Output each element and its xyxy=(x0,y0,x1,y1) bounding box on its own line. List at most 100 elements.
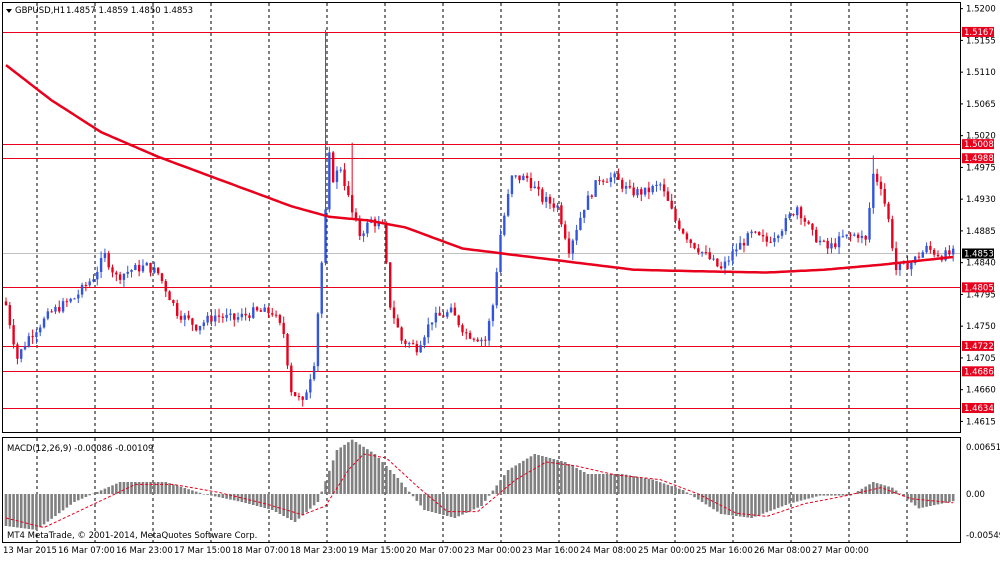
candle-body xyxy=(533,186,536,189)
candle-body xyxy=(153,267,156,273)
dropdown-triangle-icon[interactable] xyxy=(6,9,12,13)
macd-bar xyxy=(111,485,114,494)
macd-bar xyxy=(613,474,616,494)
price-axis: 1.52001.51551.51101.50651.50201.49751.49… xyxy=(960,5,996,427)
candle-body xyxy=(872,173,875,208)
candle-body xyxy=(636,189,639,196)
candle-body xyxy=(324,209,327,263)
candle-body xyxy=(609,177,613,183)
candle-body xyxy=(427,324,430,338)
macd-bar xyxy=(76,494,80,501)
macd-bar xyxy=(92,493,95,495)
candle-body xyxy=(693,243,696,249)
macd-bar xyxy=(377,458,381,494)
candle-body xyxy=(662,184,666,192)
macd-bar xyxy=(693,494,696,498)
macd-bar xyxy=(103,488,107,494)
candle-body xyxy=(586,195,590,210)
candle-body xyxy=(61,301,65,312)
candle-body xyxy=(244,313,247,316)
macd-bar xyxy=(141,482,145,494)
macd-bar xyxy=(373,454,377,494)
candle-body xyxy=(27,336,31,347)
macd-bar xyxy=(560,461,563,494)
macd-bar xyxy=(708,494,712,507)
candle-body xyxy=(309,379,312,393)
candle-body xyxy=(320,262,323,314)
candle-body xyxy=(137,264,141,272)
macd-panel-border xyxy=(2,437,961,543)
candle-body xyxy=(217,315,221,317)
macd-bar xyxy=(864,486,868,494)
candle-body xyxy=(84,284,88,286)
macd-bar xyxy=(510,467,514,494)
macd-bar xyxy=(73,494,76,502)
macd-bar xyxy=(457,494,460,517)
macd-bar xyxy=(335,450,339,494)
candle-body xyxy=(339,169,342,171)
candles xyxy=(4,29,955,407)
macd-bar xyxy=(617,474,620,494)
macd-bar xyxy=(419,494,422,506)
candle-body xyxy=(727,260,730,262)
macd-tick-zero: 0.00 xyxy=(966,490,985,500)
macd-bar xyxy=(194,491,198,494)
candle-body xyxy=(362,233,365,237)
candle-body xyxy=(788,214,791,219)
candle-body xyxy=(807,221,810,224)
macd-bar xyxy=(780,494,784,507)
candle-body xyxy=(598,180,601,182)
price-panel[interactable] xyxy=(2,2,961,433)
time-label: 18 Mar 07:00 xyxy=(232,546,289,556)
candle-body xyxy=(88,281,91,286)
time-label: 25 Mar 16:00 xyxy=(696,546,753,556)
candle-body xyxy=(130,270,133,272)
time-label: 25 Mar 00:00 xyxy=(638,546,695,556)
candle-body xyxy=(594,180,597,197)
macd-bar xyxy=(746,494,750,518)
candle-body xyxy=(354,212,358,220)
candle-body xyxy=(932,249,936,255)
candle-body xyxy=(392,307,396,319)
macd-bar xyxy=(879,484,883,494)
macd-bar xyxy=(582,472,586,494)
candle-body xyxy=(925,245,928,253)
macd-bar xyxy=(316,494,320,502)
candle-body xyxy=(156,267,160,274)
candle-body xyxy=(913,256,917,263)
candle-body xyxy=(891,219,894,249)
candle-body xyxy=(510,175,514,195)
macd-bar xyxy=(678,488,681,494)
macd-bar xyxy=(183,488,187,494)
candle-body xyxy=(712,258,715,260)
macd-bar xyxy=(951,494,955,502)
candle-body xyxy=(278,315,282,323)
macd-bar xyxy=(251,494,255,505)
price-tick-label: 1.4795 xyxy=(966,290,996,300)
candle-body xyxy=(267,307,270,314)
candle-body xyxy=(472,338,476,340)
macd-bar xyxy=(514,465,518,494)
macd-panel[interactable] xyxy=(2,437,961,543)
candle-body xyxy=(864,235,867,240)
macd-bar xyxy=(757,494,761,516)
macd-bar xyxy=(563,462,567,494)
time-axis: 13 Mar 2015 16 Mar 07:00 16 Mar 23:00 17 Ma… xyxy=(3,546,869,556)
macd-bar xyxy=(358,444,362,494)
price-tick-label: 1.5155 xyxy=(966,36,996,46)
candle-body xyxy=(65,301,69,303)
candle-body xyxy=(96,271,99,280)
macd-bar xyxy=(716,494,719,512)
candle-body xyxy=(12,325,15,345)
macd-bar xyxy=(624,474,628,494)
candle-body xyxy=(518,175,521,181)
macd-bar xyxy=(704,494,708,505)
candle-body xyxy=(206,315,209,323)
candle-body xyxy=(73,298,76,300)
current-price-tag xyxy=(962,248,994,259)
macd-bar xyxy=(282,494,285,516)
candle-body xyxy=(834,243,837,248)
macd-bar xyxy=(948,494,951,502)
